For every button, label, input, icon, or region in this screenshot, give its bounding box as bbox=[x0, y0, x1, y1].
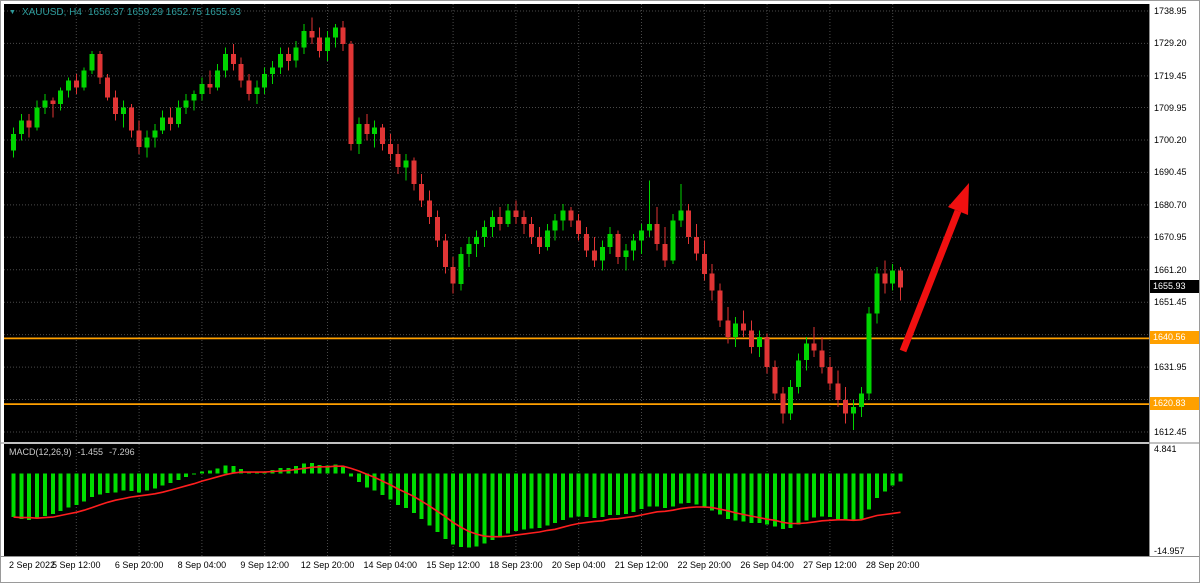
price-axis: 1655.93 1640.56 1620.83 4.841 -14.957 17… bbox=[1150, 1, 1199, 582]
price-chart-canvas[interactable] bbox=[4, 4, 1149, 442]
macd-scale-top: 4.841 bbox=[1154, 444, 1177, 454]
time-tick-label: 27 Sep 12:00 bbox=[803, 560, 857, 570]
time-tick-label: 28 Sep 20:00 bbox=[865, 560, 920, 570]
time-axis-separator bbox=[1, 556, 1199, 557]
time-axis: 2 Sep 2022 5 Sep 12:00 6 Sep 20:00 8 Sep 04… bbox=[1, 560, 1149, 580]
symbol-dropdown-icon[interactable]: ▼ bbox=[9, 8, 16, 16]
macd-name: MACD(12,26,9) bbox=[9, 447, 72, 457]
ohlc-values: 1656.37 1659.29 1652.75 1655.93 bbox=[87, 7, 241, 18]
macd-scale-bottom: -14.957 bbox=[1154, 546, 1185, 556]
macd-main-value: -1.455 bbox=[77, 447, 104, 457]
current-price-tag: 1655.93 bbox=[1150, 280, 1199, 294]
resistance-level-tag: 1640.56 bbox=[1150, 331, 1199, 345]
macd-histogram bbox=[11, 463, 903, 548]
price-tick-label: 1700.20 bbox=[1154, 134, 1187, 145]
horizontal-level-lines[interactable] bbox=[4, 337, 1149, 406]
time-tick-label: 5 Sep 12:00 bbox=[52, 560, 101, 570]
time-tick-label: 18 Sep 23:00 bbox=[489, 560, 543, 570]
price-tick-label: 1661.20 bbox=[1154, 264, 1187, 275]
price-tick-label: 1729.20 bbox=[1154, 38, 1187, 49]
time-tick-label: 6 Sep 20:00 bbox=[114, 560, 164, 570]
macd-signal-value: -7.296 bbox=[109, 447, 135, 457]
macd-canvas[interactable] bbox=[4, 444, 1149, 556]
macd-signal-line bbox=[13, 465, 901, 538]
time-tick-label: 26 Sep 04:00 bbox=[740, 560, 794, 570]
time-tick-label: 22 Sep 20:00 bbox=[677, 560, 732, 570]
trend-arrow-annotation[interactable] bbox=[899, 183, 969, 353]
price-tick-label: 1719.45 bbox=[1154, 70, 1187, 81]
macd-indicator-label: MACD(12,26,9) -1.455 -7.296 bbox=[9, 447, 135, 457]
time-tick-label: 8 Sep 04:00 bbox=[177, 560, 227, 570]
time-tick-label: 12 Sep 20:00 bbox=[300, 560, 355, 570]
time-tick-label: 2 Sep 2022 bbox=[9, 560, 56, 570]
macd-grid bbox=[75, 444, 894, 556]
macd-indicator-panel[interactable]: MACD(12,26,9) -1.455 -7.296 bbox=[4, 444, 1149, 556]
price-tick-label: 1690.45 bbox=[1154, 167, 1187, 178]
candlesticks bbox=[11, 17, 903, 431]
chart-title: ▼ XAUUSD, H4 1656.37 1659.29 1652.75 165… bbox=[9, 7, 241, 18]
time-tick-label: 14 Sep 04:00 bbox=[363, 560, 418, 570]
price-tick-label: 1680.70 bbox=[1154, 199, 1187, 210]
price-tick-label: 1631.95 bbox=[1154, 362, 1187, 373]
price-tick-label: 1651.45 bbox=[1154, 297, 1187, 308]
price-tick-label: 1612.45 bbox=[1154, 426, 1187, 437]
time-tick-label: 20 Sep 04:00 bbox=[551, 560, 606, 570]
symbol-period-label: XAUUSD, H4 bbox=[21, 7, 82, 18]
price-tick-label: 1670.95 bbox=[1154, 232, 1187, 243]
price-tick-label: 1738.95 bbox=[1154, 6, 1187, 16]
price-chart-panel[interactable]: ▼ XAUUSD, H4 1656.37 1659.29 1652.75 165… bbox=[4, 4, 1149, 442]
panel-separator[interactable] bbox=[1, 442, 1199, 444]
support-level-tag: 1620.83 bbox=[1150, 397, 1199, 411]
time-tick-label: 21 Sep 12:00 bbox=[614, 560, 669, 570]
time-tick-label: 9 Sep 12:00 bbox=[240, 560, 289, 570]
time-tick-label: 15 Sep 12:00 bbox=[426, 560, 480, 570]
price-tick-label: 1709.95 bbox=[1154, 102, 1187, 113]
price-axis-separator bbox=[1149, 4, 1150, 556]
